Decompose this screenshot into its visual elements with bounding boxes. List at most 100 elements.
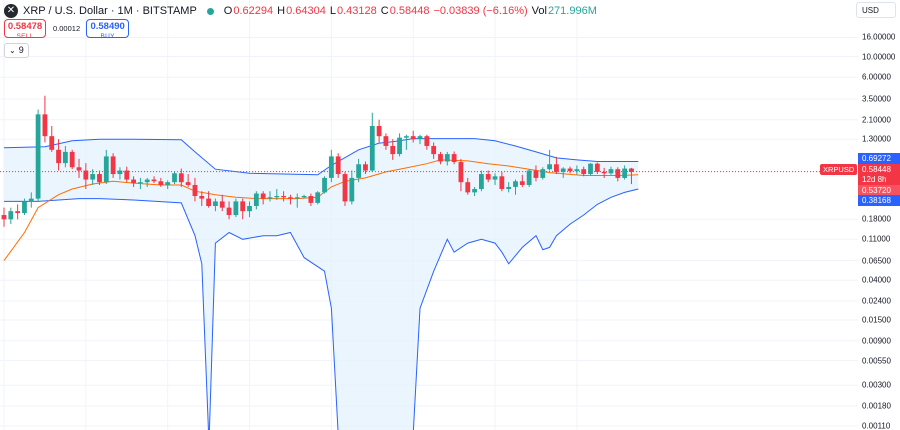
candle-body: [444, 154, 450, 162]
close-value: 0.58448: [389, 5, 430, 17]
candle-body: [103, 156, 109, 183]
candle-body: [322, 177, 327, 193]
candle-body: [328, 156, 334, 178]
candle-body: [301, 195, 307, 198]
sell-button[interactable]: 0.58478 SELL: [4, 19, 46, 40]
axis-tick-label: 0.01500: [862, 315, 891, 325]
candle-body: [601, 171, 607, 174]
candle-body: [151, 179, 157, 182]
axis-tick-label: 3.50000: [862, 94, 891, 104]
indicators-toggle[interactable]: ⌄ 9: [4, 43, 29, 58]
candle-body: [335, 156, 341, 175]
candle-body: [178, 173, 184, 183]
candle-body: [492, 176, 498, 180]
candle-body: [458, 162, 464, 183]
upper-band-price-label: 0.69272: [858, 153, 900, 164]
candle-body: [97, 174, 102, 183]
candle-body: [294, 197, 300, 199]
candle-body: [49, 136, 55, 150]
candle-body: [369, 126, 375, 171]
close-label: C: [380, 5, 389, 17]
low-label: L: [329, 5, 336, 17]
volume-label: Vol: [531, 5, 547, 17]
candle-body: [356, 164, 362, 178]
candle-body: [472, 189, 477, 193]
candle-body: [588, 163, 593, 175]
candle-body: [69, 151, 75, 168]
axis-tick-label: 16.00000: [862, 32, 896, 42]
candle-body: [213, 201, 218, 206]
candle-body: [219, 201, 225, 208]
candle-body: [581, 169, 587, 175]
candle-body: [117, 170, 123, 175]
symbol-title[interactable]: XRP / U.S. Dollar · 1M · BITSTAMP: [23, 5, 197, 17]
candle-body: [438, 154, 443, 162]
candle-body: [513, 181, 518, 187]
candle-body: [519, 181, 525, 185]
candle-body: [90, 174, 96, 180]
candle-body: [233, 201, 239, 216]
candle-body: [226, 207, 232, 216]
basis-line: [3, 159, 639, 261]
lower-band-line: [4, 188, 639, 430]
buy-price: 0.58490: [90, 21, 125, 32]
upper-band-line: [3, 138, 639, 176]
quote-buttons: 0.58478 SELL 0.00012 0.58490 BUY: [4, 19, 130, 40]
axis-tick-label: 0.06500: [862, 256, 891, 266]
axis-tick-label: 0.00550: [862, 356, 891, 366]
candle-body: [35, 114, 41, 199]
candle-body: [42, 114, 48, 137]
candle-body: [567, 168, 573, 172]
axis-tick-label: 0.00110: [862, 421, 891, 430]
candle-body: [499, 176, 505, 190]
candle-body: [267, 197, 273, 199]
candle-body: [28, 198, 34, 202]
candle-body: [574, 169, 580, 172]
candle-body: [138, 182, 143, 184]
candle-body: [144, 179, 150, 183]
candle-body: [131, 179, 136, 184]
candle-body: [540, 169, 546, 178]
axis-tick-label: 6.00000: [862, 72, 891, 82]
candle-body: [8, 211, 14, 220]
last-price-label: 0.58448: [858, 164, 900, 175]
candle-body: [533, 170, 539, 178]
candle-body: [165, 182, 171, 185]
candle-body: [158, 181, 164, 185]
axis-tick-label: 0.18000: [862, 214, 891, 224]
chart-header: ✕ XRP / U.S. Dollar · 1M · BITSTAMP O 0.…: [4, 3, 597, 19]
candle-body: [192, 184, 198, 196]
axis-tick-label: 10.00000: [862, 52, 896, 62]
buy-button[interactable]: 0.58490 BUY: [86, 19, 130, 40]
candle-body: [622, 168, 628, 178]
symbol-tag: XRPUSD: [820, 164, 858, 175]
candle-body: [397, 137, 402, 155]
axis-tick-label: 0.02400: [862, 296, 891, 306]
candle-body: [247, 205, 252, 212]
candle-body: [390, 145, 396, 155]
candle-body: [240, 201, 246, 212]
open-value: 0.62294: [233, 5, 274, 17]
axis-tick-label: 0.04000: [862, 275, 891, 285]
candle-body: [349, 177, 355, 202]
market-status-dot: [206, 7, 214, 15]
candle-body: [56, 149, 61, 164]
candle-body: [465, 182, 471, 193]
candle-body: [110, 156, 116, 175]
axis-tick-label: 0.00180: [862, 401, 891, 411]
candle-body: [451, 154, 457, 163]
lower-band-price-label: 0.38168: [858, 195, 900, 206]
candle-body: [403, 136, 409, 138]
candle-body: [431, 145, 437, 155]
volume-value: 271.996M: [547, 5, 597, 17]
candle-body: [410, 136, 416, 140]
low-value: 0.43128: [336, 5, 377, 17]
candle-body: [83, 170, 89, 180]
currency-select[interactable]: USD: [856, 2, 896, 18]
indicators-count: 9: [18, 45, 24, 55]
high-value: 0.64304: [286, 5, 326, 17]
candle-body: [260, 193, 266, 199]
candle-body: [1, 215, 7, 220]
candle-body: [485, 174, 491, 180]
